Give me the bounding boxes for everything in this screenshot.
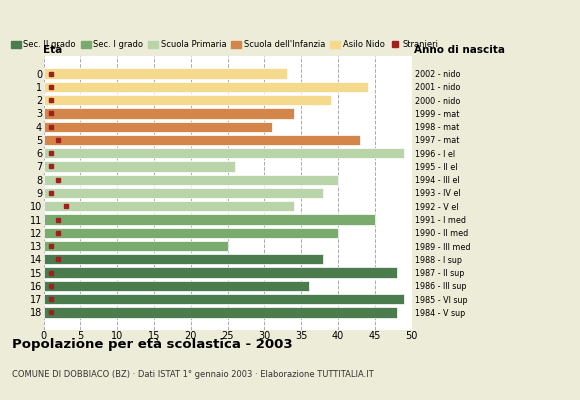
- Bar: [44, 161, 235, 172]
- Legend: Sec. II grado, Sec. I grado, Scuola Primaria, Scuola dell'Infanzia, Asilo Nido, : Sec. II grado, Sec. I grado, Scuola Prim…: [11, 40, 438, 49]
- Bar: [44, 135, 360, 145]
- Bar: [44, 201, 294, 212]
- Bar: [44, 228, 338, 238]
- Bar: [44, 254, 324, 264]
- Bar: [44, 95, 331, 105]
- Bar: [44, 214, 375, 225]
- Bar: [44, 294, 404, 304]
- Bar: [44, 122, 272, 132]
- Bar: [44, 281, 309, 291]
- Bar: [44, 268, 397, 278]
- Bar: [44, 148, 404, 158]
- Bar: [44, 241, 227, 251]
- Bar: [44, 68, 287, 79]
- Text: Popolazione per età scolastica - 2003: Popolazione per età scolastica - 2003: [12, 338, 292, 351]
- Bar: [44, 174, 338, 185]
- Bar: [44, 108, 294, 118]
- Text: Età: Età: [44, 45, 63, 55]
- Bar: [44, 307, 397, 318]
- Bar: [44, 82, 368, 92]
- Text: Anno di nascita: Anno di nascita: [414, 45, 505, 55]
- Text: COMUNE DI DOBBIACO (BZ) · Dati ISTAT 1° gennaio 2003 · Elaborazione TUTTITALIA.I: COMUNE DI DOBBIACO (BZ) · Dati ISTAT 1° …: [12, 370, 374, 379]
- Bar: [44, 188, 324, 198]
